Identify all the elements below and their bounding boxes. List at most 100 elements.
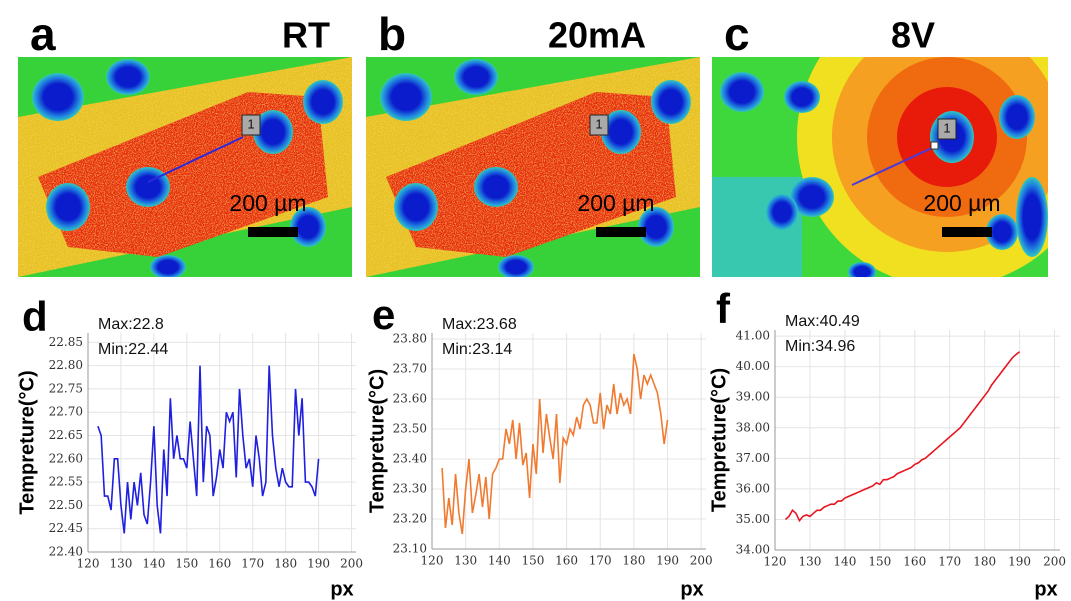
y-tick-label: 22.70 (49, 405, 83, 419)
x-tick-label: 200 (340, 557, 363, 571)
x-tick-label: 150 (521, 554, 544, 568)
pad (601, 110, 641, 154)
y-axis-label: Tempreture(°C) (366, 369, 388, 513)
annotation: Min:22.44 (98, 341, 168, 358)
pad (790, 177, 834, 217)
scale-bar (942, 227, 992, 237)
x-tick-label: 130 (109, 557, 132, 571)
profile-line (851, 146, 935, 186)
x-tick-label: 160 (903, 555, 926, 569)
pad (32, 73, 84, 121)
x-tick-label: 150 (868, 555, 891, 569)
y-axis-label: Tempreture(°C) (708, 368, 730, 512)
x-tick-label: 180 (274, 557, 297, 571)
y-tick-label: 22.40 (49, 545, 83, 559)
pad (999, 95, 1035, 139)
pad (290, 207, 326, 247)
marker-box (589, 114, 609, 136)
y-tick-label: 34.00 (736, 543, 770, 557)
x-tick-label: 120 (764, 555, 787, 569)
pad (766, 194, 798, 230)
y-tick-label: 22.50 (49, 498, 83, 512)
panel-label: e (372, 291, 395, 338)
x-tick-label: 120 (77, 557, 100, 571)
marker-label: 1 (595, 116, 602, 131)
scale-bar-label: 200 µm (229, 190, 306, 216)
panel-label: d (22, 293, 48, 340)
pad (498, 255, 534, 277)
scale-bar-label: 200 µm (577, 190, 654, 216)
x-tick-label: 200 (690, 554, 713, 568)
y-tick-label: 23.60 (393, 392, 427, 406)
scale-bar (596, 227, 646, 237)
x-tick-label: 140 (142, 557, 165, 571)
x-axis-label: px (680, 578, 703, 600)
pad (474, 167, 518, 207)
x-tick-label: 170 (589, 554, 612, 568)
thermal-image (18, 57, 352, 277)
x-tick-label: 190 (656, 554, 679, 568)
scale-bar (248, 227, 298, 237)
pad (380, 73, 432, 121)
y-tick-label: 23.70 (393, 362, 427, 376)
y-tick-label: 23.20 (393, 512, 427, 526)
data-line (441, 353, 669, 535)
y-tick-label: 23.40 (393, 452, 427, 466)
x-tick-label: 190 (1008, 555, 1031, 569)
x-tick-label: 150 (175, 557, 198, 571)
annotation: Min:34.96 (785, 338, 855, 355)
y-tick-label: 23.80 (393, 332, 427, 346)
annotation: Max:40.49 (785, 313, 860, 330)
x-tick-label: 180 (622, 554, 645, 568)
x-tick-label: 160 (555, 554, 578, 568)
panel-label: c (724, 8, 750, 60)
y-tick-label: 38.00 (736, 420, 770, 434)
x-tick-label: 140 (833, 555, 856, 569)
x-tick-label: 130 (454, 554, 477, 568)
x-axis-label: px (330, 578, 353, 600)
marker-box (241, 114, 261, 136)
panel-label: b (378, 8, 406, 60)
y-tick-label: 37.00 (736, 451, 770, 465)
marker-label: 1 (247, 116, 254, 131)
marker-box (937, 118, 957, 140)
y-tick-label: 23.30 (393, 482, 427, 496)
pad (126, 167, 170, 207)
probe (930, 141, 939, 150)
pad (46, 183, 90, 231)
x-tick-label: 120 (421, 554, 444, 568)
marker-label: 1 (943, 120, 950, 135)
image-title: 20mA (548, 15, 646, 56)
y-tick-label: 22.65 (49, 428, 83, 442)
y-tick-label: 22.85 (49, 335, 83, 349)
x-tick-label: 160 (208, 557, 231, 571)
x-tick-label: 170 (938, 555, 961, 569)
x-tick-label: 200 (1043, 555, 1066, 569)
x-axis-label: px (1034, 578, 1057, 600)
y-axis-label: Tempreture(°C) (16, 370, 38, 514)
pad (253, 110, 293, 154)
y-tick-label: 41.00 (736, 329, 770, 343)
profile-line (147, 136, 244, 183)
y-tick-label: 23.10 (393, 542, 427, 556)
x-tick-label: 170 (241, 557, 264, 571)
thermal-image (366, 57, 700, 277)
panel-label: f (716, 285, 731, 332)
y-tick-label: 40.00 (736, 359, 770, 373)
y-tick-label: 22.75 (49, 381, 83, 395)
pad (106, 59, 150, 95)
image-title: 8V (891, 15, 935, 56)
x-tick-label: 190 (307, 557, 330, 571)
y-tick-label: 22.55 (49, 475, 83, 489)
y-tick-label: 22.45 (49, 521, 83, 535)
y-tick-label: 39.00 (736, 390, 770, 404)
pad (394, 183, 438, 231)
pad (150, 255, 186, 277)
pad (638, 207, 674, 247)
pad (848, 262, 876, 277)
pad (720, 72, 764, 112)
y-tick-label: 35.00 (736, 512, 770, 526)
scale-bar-label: 200 µm (923, 190, 1000, 216)
x-tick-label: 180 (973, 555, 996, 569)
